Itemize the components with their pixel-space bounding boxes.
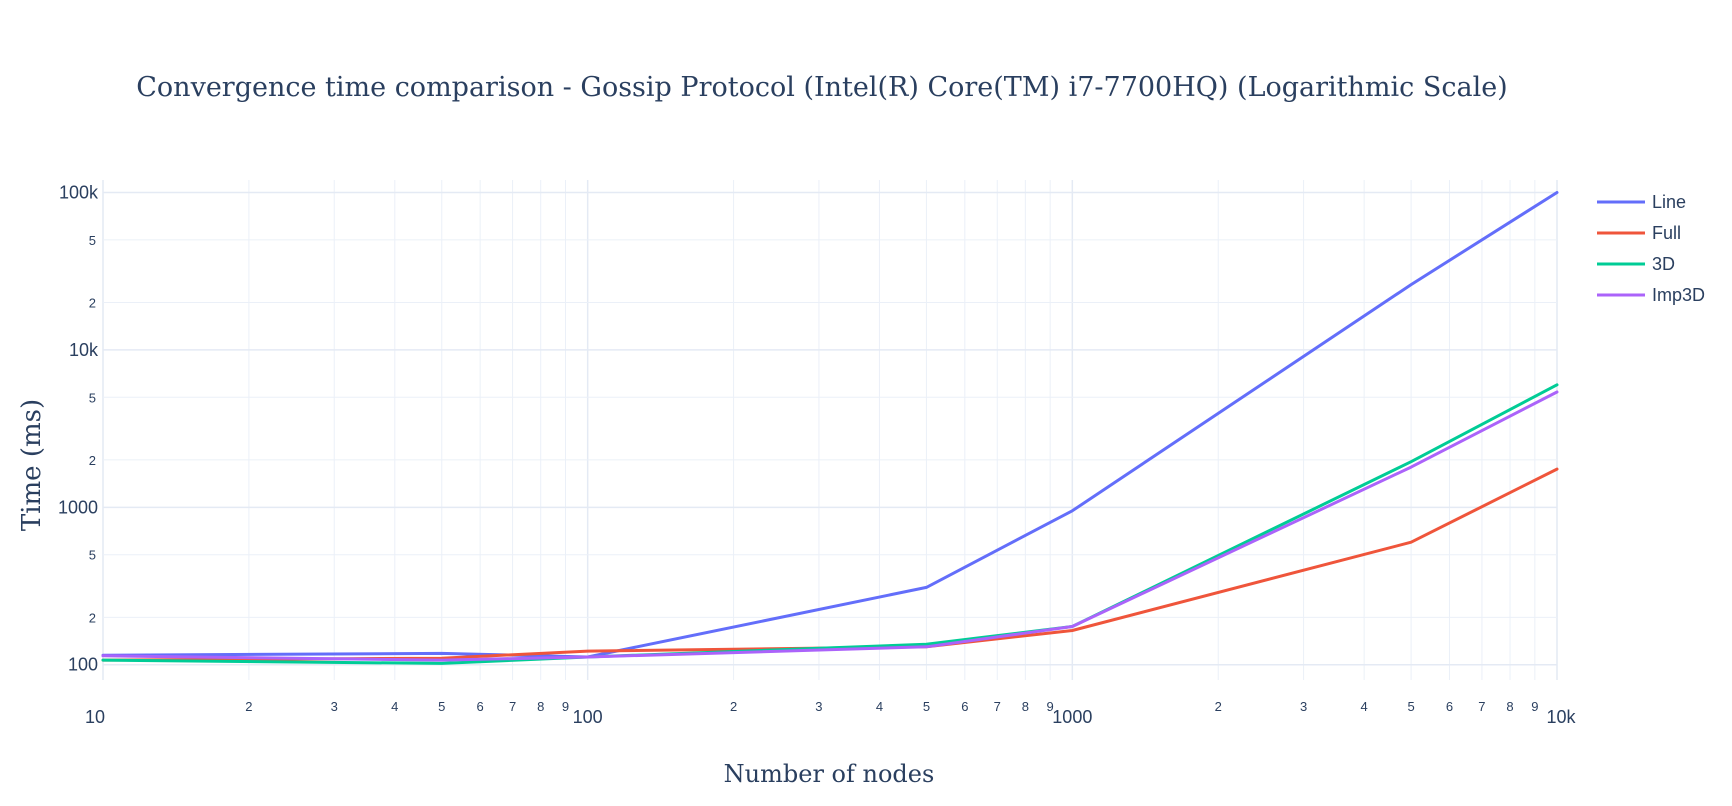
- grid-lines: [102, 180, 1558, 680]
- x-tick-label: 100: [573, 707, 603, 727]
- y-tick-label-minor: 2: [89, 453, 96, 468]
- series-line-line: [101, 191, 1559, 659]
- x-tick-label-minor: 4: [391, 699, 398, 714]
- x-tick-label-minor: 3: [815, 699, 822, 714]
- y-tick-label-minor: 5: [89, 233, 96, 248]
- legend-label: 3D: [1652, 254, 1675, 274]
- x-tick-label-minor: 2: [1215, 699, 1222, 714]
- legend[interactable]: Line Full 3D Imp3D: [1597, 192, 1705, 305]
- y-tick-label-minor: 5: [89, 390, 96, 405]
- y-tick-label-minor: 2: [89, 610, 96, 625]
- x-tick-label-minor: 9: [562, 699, 569, 714]
- series-line-3d: [101, 383, 1559, 665]
- x-tick-label-minor: 7: [509, 699, 516, 714]
- x-tick-label-minor: 4: [1361, 699, 1368, 714]
- y-tick-label-minor: 2: [89, 296, 96, 311]
- legend-label: Full: [1652, 223, 1681, 243]
- x-tick-label: 10: [85, 707, 105, 727]
- series-line-imp3d: [101, 390, 1559, 662]
- y-tick-label-minor: 5: [89, 548, 96, 563]
- x-tick-label-minor: 5: [438, 699, 445, 714]
- x-tick-label-minor: 7: [994, 699, 1001, 714]
- x-tick-label-minor: 5: [1407, 699, 1414, 714]
- x-tick-label-minor: 5: [923, 699, 930, 714]
- x-tick-label-minor: 9: [1047, 699, 1054, 714]
- x-tick-label-minor: 3: [331, 699, 338, 714]
- y-axis-title: Time (ms): [17, 399, 47, 531]
- legend-label: Line: [1652, 192, 1686, 212]
- x-tick-label: 1000: [1052, 707, 1092, 727]
- y-tick-label: 10k: [69, 340, 99, 360]
- chart-title: Convergence time comparison - Gossip Pro…: [136, 72, 1507, 103]
- x-tick-label-minor: 7: [1478, 699, 1485, 714]
- y-tick-label: 1000: [58, 497, 98, 517]
- x-tick-label-minor: 8: [1022, 699, 1029, 714]
- x-axis-title: Number of nodes: [724, 760, 935, 788]
- x-tick-label-minor: 6: [1446, 699, 1453, 714]
- x-axis-ticks: 2 3 4 5 6 7 8 9 2 3 4 5 6 7 8 9 2 3 4 5 6 7 8 9 10 100 1000 10k: [85, 699, 1577, 727]
- x-tick-label-minor: 9: [1531, 699, 1538, 714]
- legend-item-imp3d[interactable]: Imp3D: [1597, 285, 1705, 305]
- y-axis-ticks: 2 5 2 5 2 5 100 1000 10k 100k: [58, 182, 99, 674]
- x-tick-label-minor: 3: [1300, 699, 1307, 714]
- x-tick-label-minor: 6: [477, 699, 484, 714]
- legend-item-full[interactable]: Full: [1597, 223, 1681, 243]
- plot-series: [101, 191, 1559, 665]
- x-tick-label-minor: 2: [245, 699, 252, 714]
- legend-label: Imp3D: [1652, 285, 1705, 305]
- x-tick-label-minor: 2: [730, 699, 737, 714]
- x-tick-label-minor: 8: [537, 699, 544, 714]
- y-tick-label: 100k: [59, 182, 99, 202]
- legend-item-line[interactable]: Line: [1597, 192, 1686, 212]
- y-tick-label: 100: [68, 655, 98, 675]
- x-tick-label-minor: 8: [1506, 699, 1513, 714]
- x-tick-label-minor: 6: [961, 699, 968, 714]
- legend-item-3d[interactable]: 3D: [1597, 254, 1675, 274]
- x-tick-label: 10k: [1546, 707, 1576, 727]
- x-tick-label-minor: 4: [876, 699, 883, 714]
